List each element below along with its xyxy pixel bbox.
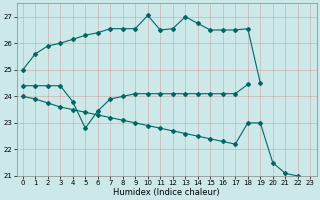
X-axis label: Humidex (Indice chaleur): Humidex (Indice chaleur) [113, 188, 220, 197]
